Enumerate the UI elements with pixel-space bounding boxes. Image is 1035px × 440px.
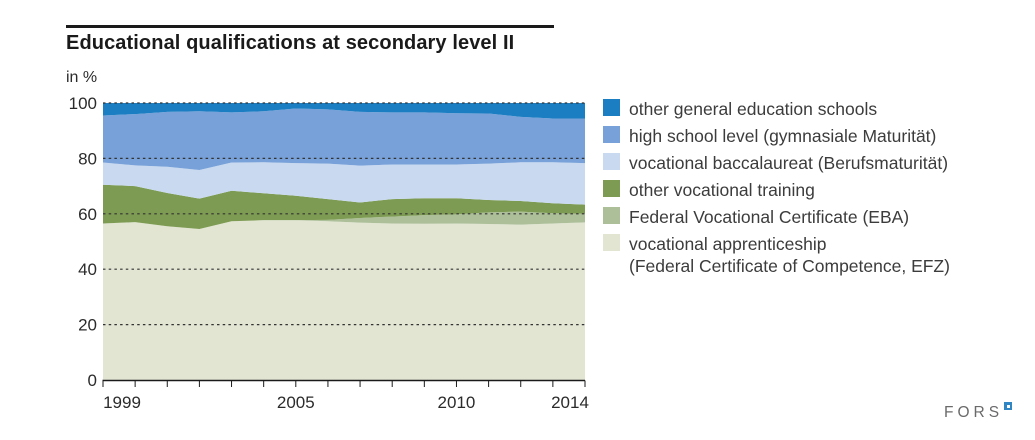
legend-swatch [603, 180, 620, 197]
chart-svg: 0 20 40 60 80 100 1999 2005 2010 2014 [69, 94, 589, 412]
fors-logo-text: FORS [944, 404, 1004, 421]
legend-label: vocational baccalaureat (Berufsmaturität… [629, 153, 949, 173]
legend-item: other vocational training [603, 177, 1013, 204]
legend-swatch [603, 126, 620, 143]
x-axis-tick-label: 2010 [438, 393, 476, 412]
x-axis-tick-label: 1999 [103, 393, 141, 412]
legend-label: high school level (gymnasiale Maturität) [629, 126, 937, 146]
y-axis-tick-label: 60 [78, 205, 97, 224]
page-title: Educational qualifications at secondary … [66, 32, 515, 54]
legend-item: high school level (gymnasiale Maturität) [603, 123, 1013, 150]
area-series [103, 220, 585, 380]
area-series [103, 162, 585, 205]
legend-item: Federal Vocational Certificate (EBA) [603, 204, 1013, 231]
fors-logo-mark-icon [1004, 402, 1013, 410]
legend-label-line2: (Federal Certificate of Competence, EFZ) [629, 256, 950, 276]
legend-label-line1: vocational apprenticeship [629, 234, 827, 254]
legend-item: vocational apprenticeship (Federal Certi… [603, 231, 1013, 278]
x-axis-tick-label: 2005 [277, 393, 315, 412]
area-series [103, 184, 585, 230]
y-axis-tick-label: 100 [69, 94, 97, 113]
y-axis-tick-label: 20 [78, 316, 97, 335]
legend-label: other general education schools [629, 99, 878, 119]
legend-swatch [603, 99, 620, 116]
legend-swatch [603, 153, 620, 170]
legend-item: vocational baccalaureat (Berufsmaturität… [603, 150, 1013, 177]
legend-label: Federal Vocational Certificate (EBA) [629, 207, 910, 227]
legend-swatch [603, 207, 620, 224]
y-axis-unit-label: in % [66, 69, 98, 86]
y-axis-tick-label: 40 [78, 260, 97, 279]
legend-swatch [603, 234, 620, 251]
chart-area: 0 20 40 60 80 100 1999 2005 2010 2014 [60, 90, 600, 420]
legend-label: other vocational training [629, 180, 815, 200]
title-rule [66, 25, 554, 28]
y-axis-tick-label: 0 [88, 371, 97, 390]
fors-logo: FORS [944, 402, 1013, 422]
legend-item: other general education schools [603, 96, 1013, 123]
y-axis-tick-label: 80 [78, 149, 97, 168]
legend: other general education schools high sch… [603, 96, 1013, 278]
area-series [103, 211, 585, 230]
x-axis-tick-label: 2014 [551, 393, 589, 412]
legend-label: vocational apprenticeship (Federal Certi… [629, 231, 950, 278]
area-series [103, 108, 585, 171]
area-series [103, 103, 585, 119]
